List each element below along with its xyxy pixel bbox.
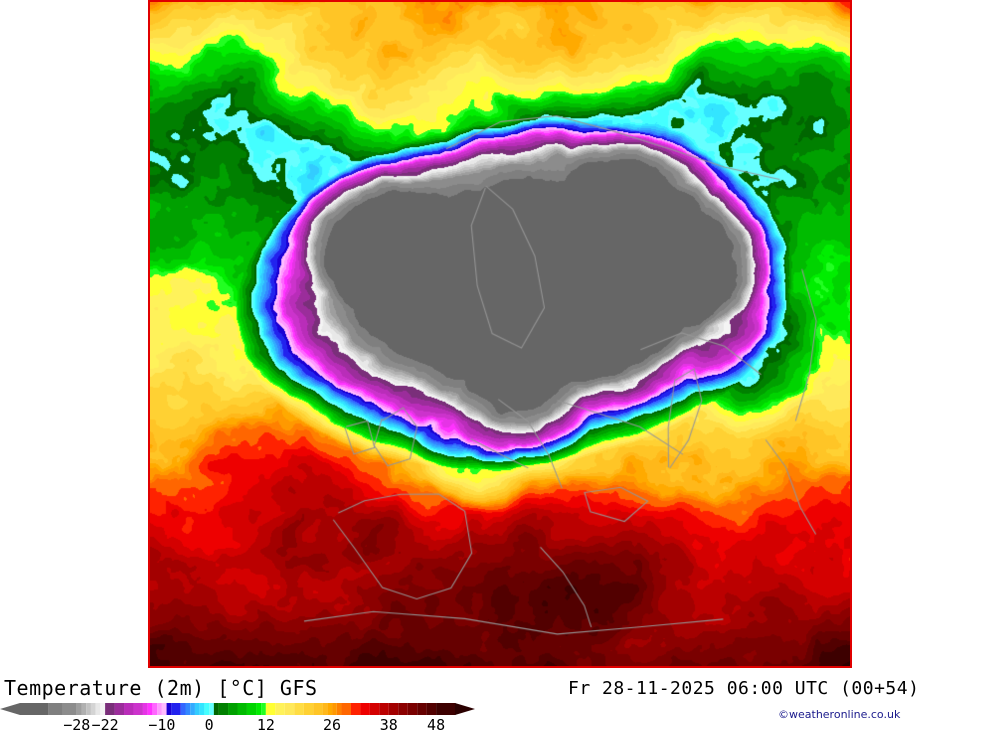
valid-time-label: Fr 28-11-2025 06:00 UTC (00+54): [568, 678, 920, 699]
colorbar-tick: 0: [204, 716, 214, 734]
colorbar-tick: 12: [256, 716, 275, 734]
colorbar-tick: 48: [427, 716, 446, 734]
colorbar: −28 −22 −10 0 12 26 38 48: [0, 701, 480, 734]
legend-footer: Temperature (2m) [°C] GFS Fr 28-11-2025 …: [0, 668, 1000, 734]
weather-map-panel[interactable]: [148, 0, 852, 668]
colorbar-tick-labels: −28 −22 −10 0 12 26 38 48: [0, 716, 480, 734]
map-title: Temperature (2m) [°C] GFS: [4, 676, 318, 700]
colorbar-tick: −10: [148, 716, 176, 734]
copyright-label: ©weatheronline.co.uk: [778, 708, 901, 721]
colorbar-tick: −28: [63, 716, 91, 734]
colorbar-tick: −22: [91, 716, 119, 734]
temperature-field-canvas: [150, 2, 850, 666]
colorbar-tick: 26: [323, 716, 342, 734]
colorbar-gradient: [0, 703, 475, 715]
colorbar-tick: 38: [379, 716, 398, 734]
